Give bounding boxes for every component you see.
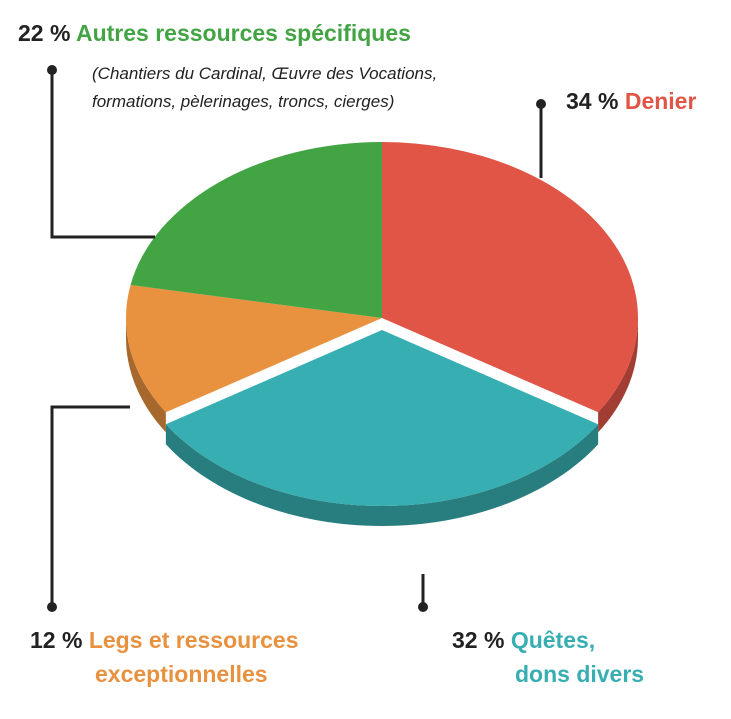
label-legs-pct: 12 % xyxy=(30,627,83,653)
leader-dot-denier xyxy=(536,99,546,109)
note-autres-1: (Chantiers du Cardinal, Œuvre des Vocati… xyxy=(92,64,438,83)
leader-line-legs xyxy=(50,405,130,607)
label-autres-name: Autres ressources spécifiques xyxy=(75,20,411,46)
label-legs-name-1: Legs et ressources xyxy=(88,627,299,653)
label-denier: 34 % Denier xyxy=(566,86,696,116)
leader-lines xyxy=(47,65,546,612)
label-quetes: 32 % Quêtes, xyxy=(452,625,595,655)
label-quetes-line2: dons divers xyxy=(515,661,645,687)
label-denier-name: Denier xyxy=(624,88,697,114)
leader-dot-legs xyxy=(47,602,57,612)
slice-autres xyxy=(130,142,382,318)
label-quetes-pct: 32 % xyxy=(452,627,505,653)
leader-dot-autres xyxy=(47,65,57,75)
pie-slices xyxy=(126,142,638,507)
label-legs: 12 % Legs et ressources xyxy=(30,625,299,655)
label-autres: 22 % Autres ressources spécifiques xyxy=(18,18,411,48)
leader-line-autres xyxy=(50,70,155,239)
slice-denier xyxy=(382,142,638,413)
note-autres-2: formations, pèlerinages, troncs, cierges… xyxy=(92,92,395,111)
leader-dot-quetes xyxy=(418,602,428,612)
label-autres-pct: 22 % xyxy=(18,20,71,46)
slice-side-legs xyxy=(126,318,166,433)
label-quetes-name-1: Quêtes, xyxy=(510,627,596,653)
slice-side-quetes xyxy=(165,424,599,526)
label-legs-line2: exceptionnelles xyxy=(95,661,268,687)
label-denier-pct: 34 % xyxy=(566,88,619,114)
slice-quetes xyxy=(165,330,599,507)
slice-legs xyxy=(126,285,382,413)
pie-sides xyxy=(126,318,638,526)
slice-side-denier xyxy=(598,318,638,433)
